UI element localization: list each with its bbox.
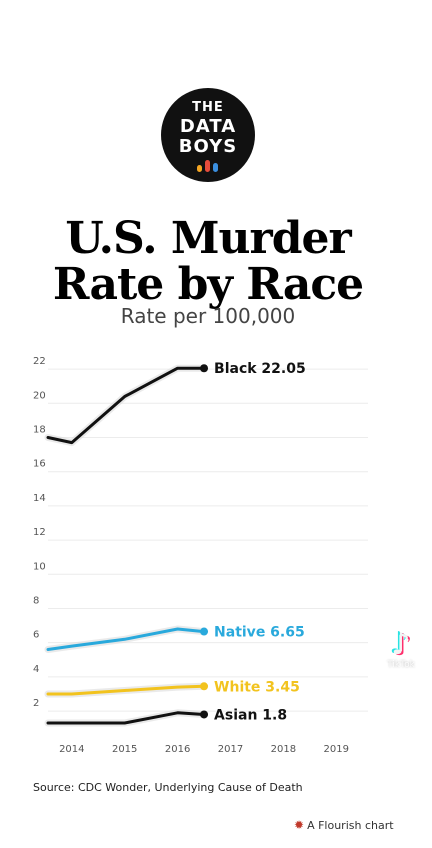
- series-label-white: White 3.45: [214, 679, 300, 695]
- murder-rate-line-chart: 2 4 6 8 10 12 14 16 18 20 22 2014 2015 2016 2017 2018 20…: [33, 356, 368, 755]
- flourish-credit[interactable]: ✹ A Flourish chart: [294, 818, 394, 832]
- x-tick-label: 2019: [324, 744, 349, 755]
- series-label-black: Black 22.05: [214, 361, 306, 377]
- flourish-credit-label: A Flourish chart: [307, 819, 394, 832]
- x-tick-label: 2014: [59, 744, 84, 755]
- x-tick-label: 2017: [218, 744, 243, 755]
- series-endpoint-black: [200, 364, 209, 373]
- x-tick-label: 2018: [271, 744, 296, 755]
- y-tick-label: 6: [33, 630, 39, 641]
- series-shadow-black: [44, 364, 208, 447]
- logo-line-data: DATA: [179, 116, 237, 137]
- tiktok-watermark: ♪ TikTok: [376, 627, 426, 671]
- chart-source: Source: CDC Wonder, Underlying Cause of …: [33, 781, 303, 794]
- series-label-asian: Asian 1.8: [214, 707, 287, 723]
- series-endpoint-white: [200, 682, 209, 691]
- y-tick-label: 2: [33, 698, 39, 709]
- series-line-white: [46, 684, 206, 696]
- series-endpoint-native: [200, 627, 209, 636]
- series-line-asian: [46, 711, 206, 725]
- tiktok-brand: TikTok: [387, 660, 415, 670]
- series-line-native: [46, 627, 206, 651]
- y-tick-label: 18: [33, 424, 46, 435]
- y-tick-label: 20: [33, 390, 46, 401]
- chart-title-line-1: U.S. Murder: [65, 213, 351, 264]
- logo-line-boys: BOYS: [178, 136, 238, 157]
- series-label-native: Native 6.65: [214, 625, 305, 641]
- data-boys-logo: THE DATA BOYS: [161, 88, 255, 182]
- y-tick-label: 16: [33, 459, 46, 470]
- series-endpoint-asian: [200, 710, 209, 719]
- logo-bar: [205, 160, 210, 172]
- chart-subtitle: Rate per 100,000: [120, 304, 296, 328]
- x-tick-label: 2015: [112, 744, 137, 755]
- y-tick-label: 10: [33, 561, 46, 572]
- logo-line-the: THE: [192, 100, 224, 115]
- chart-title-line-2: Rate by Race: [52, 259, 364, 310]
- y-tick-label: 4: [33, 664, 39, 675]
- logo-bars-icon: [197, 158, 221, 172]
- flourish-icon: ✹: [294, 818, 305, 832]
- y-tick-label: 12: [33, 527, 46, 538]
- logo-bar: [213, 163, 218, 172]
- x-tick-label: 2016: [165, 744, 190, 755]
- y-tick-label: 14: [33, 493, 46, 504]
- logo-bar: [197, 165, 202, 172]
- y-tick-label: 8: [33, 595, 39, 606]
- tiktok-note-icon: ♪: [391, 627, 411, 662]
- y-tick-label: 22: [33, 356, 46, 367]
- series-line-black: [46, 366, 206, 445]
